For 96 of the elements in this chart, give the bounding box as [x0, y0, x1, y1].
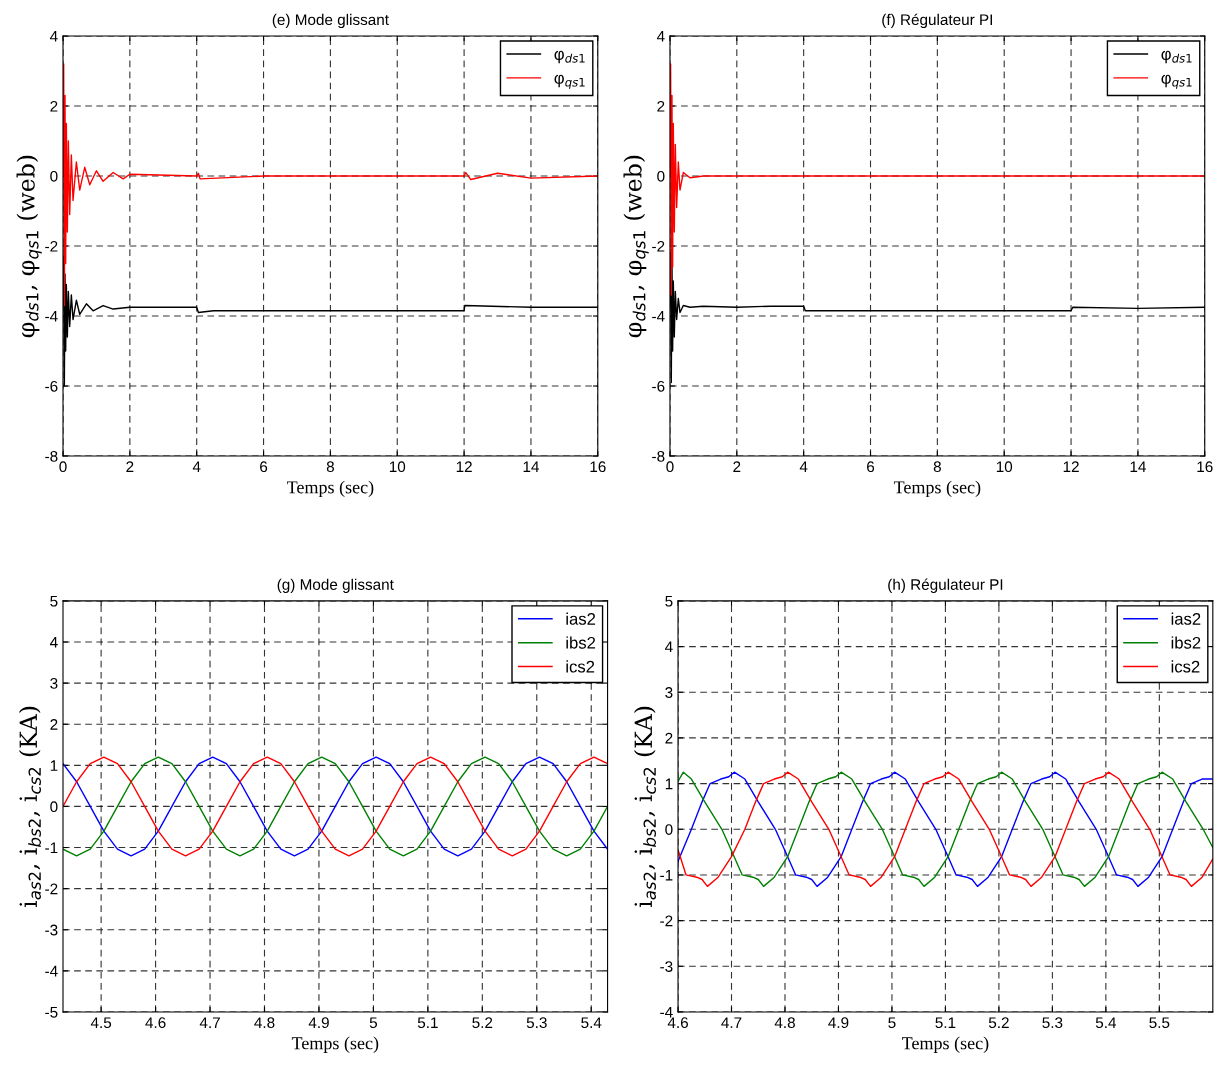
x-tick-label: 5	[888, 1017, 896, 1029]
y-tick-label: 5	[50, 595, 58, 607]
x-tick-label: 0	[59, 461, 67, 473]
legend-label: ics2	[566, 660, 595, 673]
y-tick-label: -4	[652, 311, 665, 322]
y-tick-label: 0	[665, 824, 673, 835]
y-tick-label: -8	[652, 450, 665, 462]
y-tick-label: 1	[665, 778, 673, 790]
x-tick-label: 4.6	[667, 1017, 688, 1029]
x-tick-label: 4.5	[90, 1017, 112, 1029]
x-tick-label: 8	[933, 461, 941, 473]
x-tick-label: 4.7	[199, 1017, 220, 1028]
x-tick-label: 12	[1063, 461, 1079, 472]
y-axis-title: φ$_{ds1}$, φ$_{qs1}$ (web)	[623, 155, 649, 338]
chart-title: (e) Mode glissant	[272, 13, 389, 29]
y-tick-label: 4	[665, 641, 673, 653]
y-tick-label: 0	[657, 170, 665, 182]
y-tick-label: 3	[665, 687, 673, 698]
x-tick-label: 6	[260, 461, 268, 473]
y-tick-label: -2	[45, 883, 58, 895]
legend-label: ics2	[1171, 660, 1200, 673]
y-tick-label: 0	[50, 801, 58, 813]
x-tick-label: 4.6	[145, 1017, 166, 1029]
legend-label: φ$_{qs1}$	[554, 74, 585, 89]
y-tick-label: 4	[656, 31, 665, 42]
x-tick-label: 5	[369, 1017, 378, 1029]
y-tick-label: -2	[652, 240, 665, 252]
y-tick-label: 3	[50, 677, 58, 689]
y-tick-label: -5	[45, 1006, 58, 1018]
x-tick-label: 5.1	[935, 1017, 956, 1029]
x-tick-label: 2	[126, 461, 134, 472]
y-tick-label: -2	[45, 240, 58, 252]
y-tick-label: -3	[660, 961, 673, 972]
x-tick-label: 16	[1197, 461, 1213, 473]
legend-label: φ$_{ds1}$	[554, 50, 585, 64]
chart-title: (g) Mode glissant	[277, 578, 394, 593]
x-tick-label: 5.2	[988, 1017, 1009, 1029]
x-tick-label: 6	[867, 461, 875, 473]
x-tick-label: 4	[192, 461, 201, 472]
y-tick-label: -1	[660, 869, 673, 881]
x-axis-title: Temps (sec)	[902, 1036, 989, 1053]
x-tick-label: 5.4	[1095, 1017, 1117, 1029]
y-tick-label: 5	[665, 595, 673, 607]
x-tick-label: 4.9	[828, 1017, 849, 1029]
y-axis-title: i$_{as2}$, i$_{bs2}$, i$_{cs2}$ (KA)	[18, 706, 41, 908]
legend-label: ias2	[566, 612, 596, 625]
y-tick-label: -4	[45, 965, 58, 977]
x-tick-label: 12	[456, 461, 472, 472]
x-tick-label: 5.2	[472, 1017, 493, 1029]
y-tick-label: -3	[45, 924, 58, 936]
chart-title: (h) Régulateur PI	[888, 578, 1003, 593]
x-tick-label: 16	[590, 461, 606, 473]
y-tick-label: -1	[45, 842, 58, 854]
y-tick-label: 2	[50, 100, 58, 112]
legend-label: ias2	[1171, 612, 1201, 625]
x-tick-label: 8	[326, 461, 334, 473]
x-tick-label: 5.5	[1149, 1017, 1170, 1029]
x-axis-title: Temps (sec)	[286, 480, 374, 498]
y-tick-label: -4	[45, 311, 58, 322]
line-series	[678, 771, 1213, 888]
y-tick-label: 2	[50, 719, 58, 730]
y-tick-label: 0	[50, 170, 58, 182]
legend-label: φ$_{ds1}$	[1161, 50, 1192, 64]
y-tick-label: -6	[45, 380, 58, 392]
x-tick-label: 4.7	[721, 1017, 742, 1028]
y-axis-title: i$_{as2}$, i$_{bs2}$, i$_{cs2}$ (KA)	[633, 706, 656, 908]
x-tick-label: 14	[523, 461, 539, 472]
x-tick-label: 5.1	[417, 1017, 438, 1029]
x-tick-label: 4.8	[774, 1017, 795, 1029]
y-tick-label: -6	[652, 380, 665, 392]
x-axis-title: Temps (sec)	[291, 1036, 379, 1053]
x-tick-label: 4.8	[254, 1017, 275, 1029]
x-tick-label: 5.3	[1042, 1017, 1063, 1029]
y-tick-label: -8	[45, 450, 58, 462]
x-tick-label: 10	[389, 461, 406, 473]
y-tick-label: 2	[657, 100, 665, 112]
x-tick-label: 5.3	[526, 1017, 547, 1029]
y-tick-label: 4	[50, 31, 58, 42]
x-tick-label: 4	[799, 461, 808, 472]
x-tick-label: 2	[733, 461, 741, 472]
y-tick-label: -2	[660, 915, 673, 927]
y-tick-label: -4	[660, 1006, 673, 1018]
legend-label: ibs2	[566, 636, 596, 649]
y-tick-label: 1	[50, 760, 58, 771]
line-series	[63, 756, 608, 857]
x-tick-label: 5.4	[581, 1017, 602, 1029]
chart-title: (f) Régulateur PI	[882, 13, 992, 29]
y-tick-label: 4	[50, 637, 58, 648]
x-axis-title: Temps (sec)	[893, 480, 981, 498]
x-tick-label: 4.9	[308, 1017, 329, 1029]
y-axis-title: φ$_{ds1}$, φ$_{qs1}$ (web)	[16, 155, 42, 338]
y-tick-label: 2	[665, 732, 673, 744]
x-tick-label: 14	[1130, 461, 1146, 472]
x-tick-label: 10	[996, 461, 1013, 473]
legend-label: ibs2	[1171, 636, 1201, 649]
legend-label: φ$_{qs1}$	[1161, 74, 1192, 89]
